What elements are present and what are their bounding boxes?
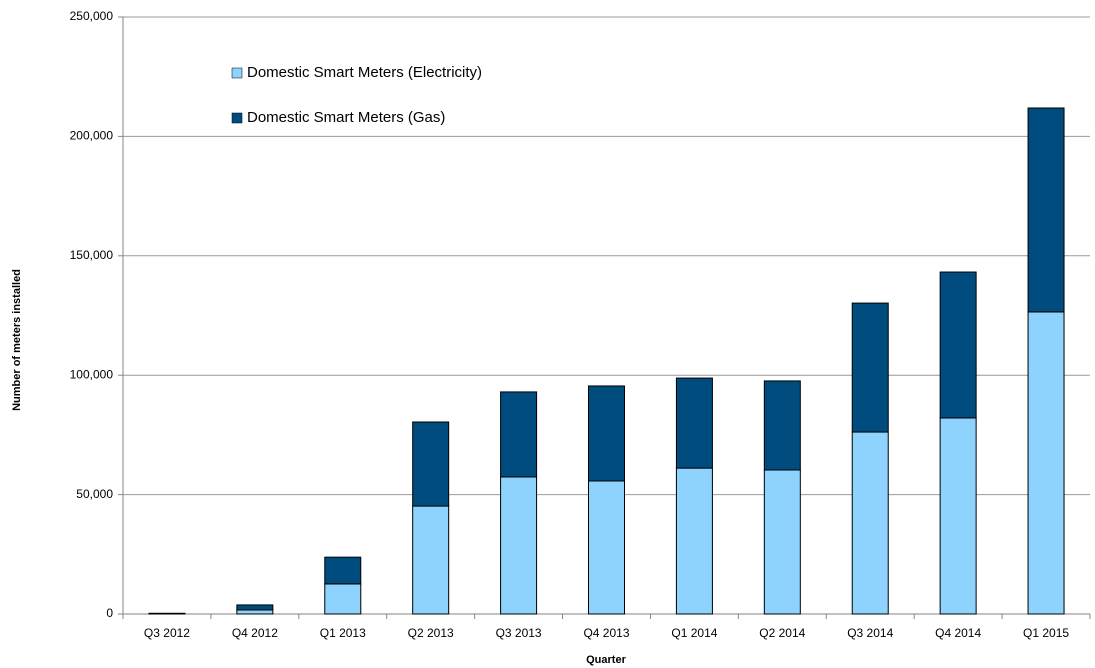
bar-segment — [236, 604, 274, 611]
bar-segment — [412, 421, 450, 507]
bar-segment — [675, 467, 713, 615]
x-tick-label: Q3 2013 — [496, 626, 542, 640]
x-tick-label: Q1 2015 — [1023, 626, 1069, 640]
y-axis-label: Number of meters installed — [11, 269, 23, 411]
bar-segment — [763, 469, 801, 615]
y-tick-label: 0 — [106, 606, 113, 620]
x-tick-label: Q4 2013 — [583, 626, 629, 640]
bar-segment — [588, 385, 625, 482]
bar-segment — [324, 556, 362, 585]
bar-segment — [763, 380, 801, 471]
bar-segment — [500, 391, 538, 478]
legend-label: Domestic Smart Meters (Gas) — [247, 109, 445, 126]
legend-label: Domestic Smart Meters (Electricity) — [247, 64, 482, 81]
bar-segment — [236, 609, 274, 615]
bar-segment — [324, 583, 362, 615]
x-tick-label: Q1 2013 — [320, 626, 366, 640]
bar-segment — [588, 480, 625, 615]
x-tick-label: Q4 2014 — [935, 626, 981, 640]
x-tick-label: Q3 2012 — [144, 626, 190, 640]
y-tick-label: 200,000 — [70, 129, 114, 143]
x-tick-label: Q2 2014 — [759, 626, 805, 640]
y-tick-label: 150,000 — [70, 248, 114, 262]
bar-segment — [939, 271, 977, 419]
x-axis-label: Quarter — [586, 654, 626, 666]
x-tick-label: Q2 2013 — [408, 626, 454, 640]
bar-segment — [851, 431, 889, 615]
bar-segment — [500, 476, 538, 615]
x-tick-label: Q4 2012 — [232, 626, 278, 640]
x-tick-label: Q3 2014 — [847, 626, 893, 640]
legend-swatch — [231, 67, 243, 79]
x-tick-label: Q1 2014 — [671, 626, 717, 640]
bar-segment — [412, 505, 450, 615]
y-tick-label: 100,000 — [70, 367, 114, 381]
bar-segment — [1027, 311, 1065, 615]
bar-segment — [851, 302, 889, 433]
bar-segment — [1027, 107, 1065, 313]
y-tick-label: 50,000 — [76, 487, 113, 501]
bar-segment — [939, 417, 977, 615]
bar-segment — [675, 377, 713, 469]
y-tick-label: 250,000 — [70, 9, 114, 23]
legend-swatch — [231, 112, 243, 124]
